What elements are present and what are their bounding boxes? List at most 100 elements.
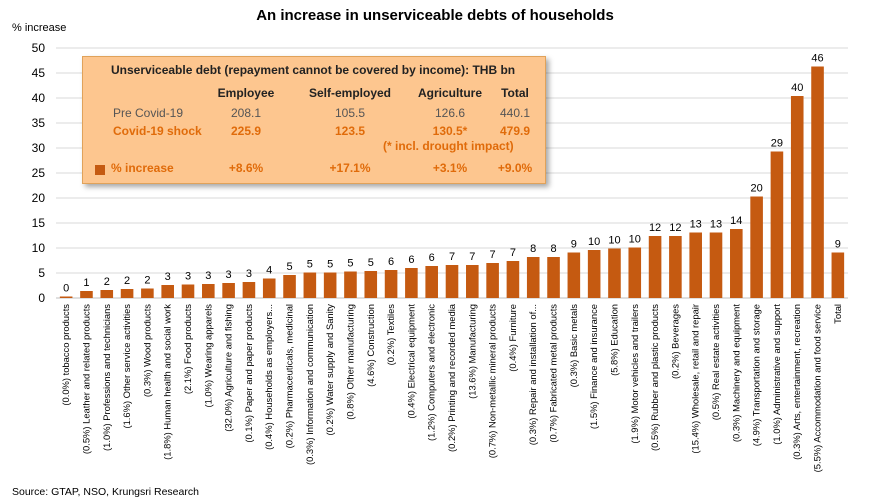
data-label: 8 [550, 243, 556, 255]
x-tick-label: (2.1%) Food products [182, 304, 193, 394]
data-label: 5 [307, 259, 313, 271]
data-label: 5 [368, 257, 374, 269]
data-label: 13 [690, 219, 702, 231]
x-tick-label: (0.3%) Arts, entertainment, recreation [791, 304, 802, 460]
bar [344, 271, 357, 298]
x-tick-label: (0.4%) Furniture [507, 304, 518, 372]
x-tick-label: (32.0%) Agriculture and fishing [223, 304, 234, 432]
info-col-agriculture: Agriculture [417, 86, 482, 100]
data-label: 7 [490, 249, 496, 261]
bar [526, 257, 540, 298]
x-tick-label: Total [832, 304, 843, 324]
data-label: 2 [124, 275, 130, 287]
x-tick-label: (0.5%) Leather and related products [80, 304, 91, 454]
data-label: 0 [63, 283, 69, 295]
bar [222, 283, 235, 298]
bar [466, 265, 479, 298]
bar [628, 247, 642, 298]
y-tick-label: 0 [38, 291, 45, 305]
x-tick-label: (0.7%) Fabricated metal products [548, 304, 559, 443]
bar [181, 284, 195, 298]
unserviceable-debt-box: Unserviceable debt (repayment cannot be … [82, 56, 546, 184]
bar [425, 266, 438, 298]
bar [364, 271, 378, 298]
data-label: 9 [835, 239, 841, 251]
covid-shock-total: 479.9 [499, 124, 531, 138]
bar [100, 290, 114, 298]
bar [283, 275, 296, 298]
data-label: 3 [165, 271, 171, 283]
info-col-total: Total [501, 86, 529, 100]
x-tick-label: (0.2%) Beverages [669, 304, 680, 379]
x-tick-label: (0.2%) Textiles [385, 304, 396, 366]
data-label: 5 [347, 258, 353, 270]
row-covid-shock-label: Covid-19 shock [113, 124, 202, 138]
bar [242, 282, 256, 298]
x-tick-label: (0.3%) Information and communication [304, 304, 315, 465]
data-label: 13 [710, 219, 722, 231]
x-tick-label: (15.4%) Wholesale, retail and repair [690, 304, 701, 454]
data-label: 2 [104, 276, 110, 288]
data-label: 7 [469, 251, 475, 263]
y-tick-label: 20 [32, 191, 46, 205]
bar [384, 270, 398, 298]
x-tick-label: (0.2%) Printing and recorded media [446, 303, 457, 452]
bar [750, 196, 763, 298]
data-label: 3 [226, 269, 232, 281]
data-label: 3 [205, 270, 211, 282]
data-label: 6 [429, 252, 435, 264]
x-tick-label: (5.5%) Accommodation and food service [812, 304, 823, 472]
data-label: 6 [388, 256, 394, 268]
x-tick-label: (0.0%) tobacco products [60, 304, 71, 406]
data-label: 2 [144, 275, 150, 287]
x-tick-label: (0.5%) Real estate activities [710, 304, 721, 421]
data-label: 1 [83, 277, 89, 289]
data-label: 20 [750, 183, 762, 195]
increase-total: +9.0% [497, 161, 533, 175]
data-label: 10 [588, 236, 600, 248]
x-tick-label: (0.5%) Rubber and plastic products [649, 304, 660, 451]
y-tick-label: 5 [38, 266, 45, 280]
data-label: 6 [408, 254, 414, 266]
y-tick-label: 35 [32, 116, 46, 130]
bar [323, 272, 337, 298]
row-pre-covid-label: Pre Covid-19 [113, 106, 184, 120]
data-label: 14 [730, 215, 742, 227]
y-tick-label: 15 [32, 216, 46, 230]
covid-shock-agriculture: 130.5* [432, 124, 468, 138]
bar [202, 284, 215, 298]
bar [547, 257, 560, 298]
x-tick-label: (13.6%) Manufacturing [466, 304, 477, 399]
info-col-self-employed: Self-employed [308, 86, 392, 100]
x-tick-label: (1.0%) Administrative and support [771, 304, 782, 445]
data-label: 10 [629, 234, 641, 246]
increase-employee: +8.6% [228, 161, 264, 175]
x-tick-label: (0.4%) Electrical equipment [405, 304, 416, 419]
chart-title: An increase in unserviceable debts of ho… [256, 7, 614, 24]
x-tick-label: (4.6%) Construction [365, 304, 376, 387]
data-label: 7 [510, 247, 516, 259]
x-tick-label: (0.1%) Paper and paper products [243, 304, 254, 443]
bar [648, 236, 662, 298]
y-tick-label: 10 [32, 241, 46, 255]
pre-covid-self-employed: 105.5 [334, 106, 366, 120]
pre-covid-agriculture: 126.6 [434, 106, 466, 120]
x-tick-label: (1.6%) Other service activities [121, 304, 132, 429]
bar [831, 252, 845, 298]
covid-shock-employee: 225.9 [230, 124, 262, 138]
increase-self-employed: +17.1% [329, 161, 371, 175]
data-label: 46 [811, 53, 823, 65]
data-label: 29 [771, 138, 783, 150]
y-tick-label: 45 [32, 66, 46, 80]
x-tick-label: (0.4%) Households as employers... [263, 304, 274, 450]
x-tick-label: (1.2%) Computers and electronic [426, 304, 437, 441]
x-tick-label: (0.8%) Other manufacturing [344, 304, 355, 420]
x-tick-label: (1.8%) Human health and social work [162, 304, 173, 460]
source-note: Source: GTAP, NSO, Krungsri Research [12, 486, 199, 498]
x-tick-label: (1.0%) Wearing apparels [202, 304, 213, 408]
data-label: 5 [327, 259, 333, 271]
data-label: 5 [286, 261, 292, 273]
bar [506, 261, 520, 298]
bar [486, 263, 499, 298]
bar [811, 66, 824, 298]
